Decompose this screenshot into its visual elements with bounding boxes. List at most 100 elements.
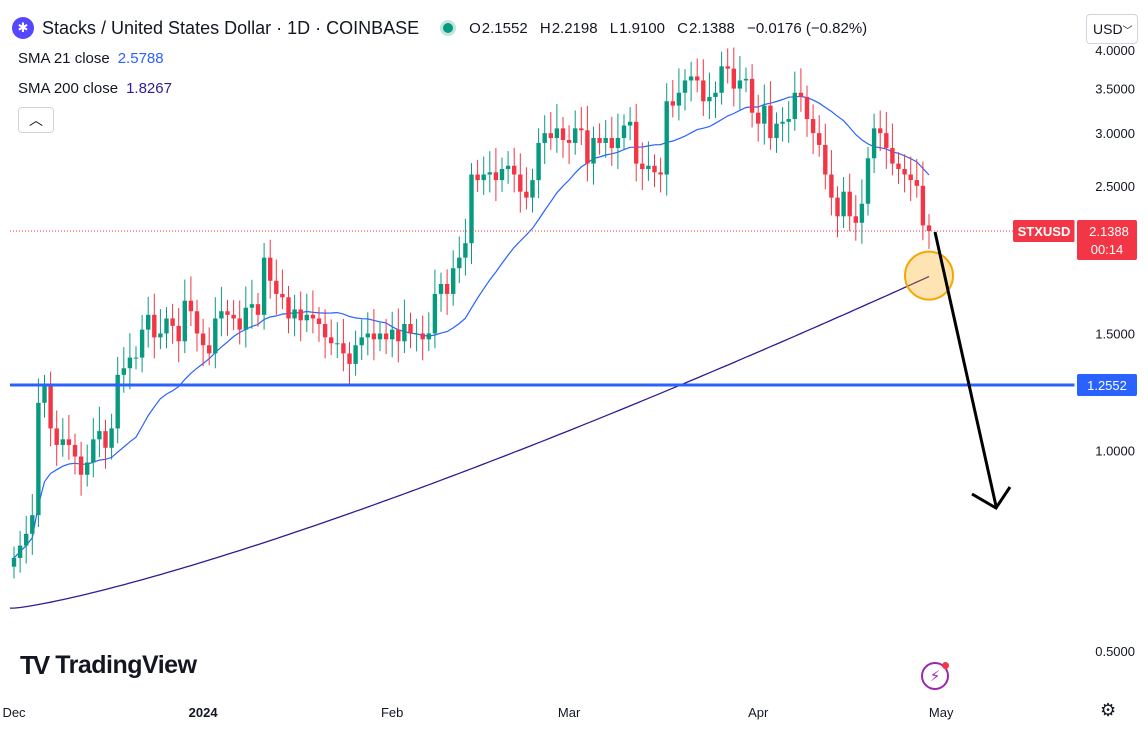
candle-body xyxy=(371,333,377,340)
candle-body xyxy=(268,257,273,281)
trend-arrow-head xyxy=(971,486,1012,511)
candle-body xyxy=(390,329,395,340)
chevron-up-icon: ︿ xyxy=(29,112,43,128)
candle-body xyxy=(24,533,29,546)
y-tick-label: 1.5000 xyxy=(1095,326,1135,341)
candle-body xyxy=(243,307,248,330)
candle-body xyxy=(566,139,572,143)
candle-body xyxy=(573,128,578,143)
candle-body xyxy=(518,174,523,192)
candle-body xyxy=(182,300,187,342)
candle-body xyxy=(463,243,468,258)
candle-body xyxy=(719,66,724,93)
sma200-legend[interactable]: SMA 200 close 1.8267 xyxy=(18,80,172,97)
candle-body xyxy=(396,329,401,342)
stacks-logo-icon: ✱ xyxy=(12,17,34,39)
candle-body xyxy=(249,304,255,308)
x-tick-label: Apr xyxy=(748,705,769,720)
notification-dot xyxy=(942,662,949,669)
candle-body xyxy=(322,324,328,338)
candle-body xyxy=(451,268,456,294)
candle-body xyxy=(835,197,840,217)
candle-body xyxy=(731,68,736,89)
candle-body xyxy=(292,309,297,319)
candle-body xyxy=(231,314,236,319)
candle-body xyxy=(219,311,224,319)
candle-body xyxy=(420,333,425,340)
candle-body xyxy=(341,343,346,354)
x-tick-label: May xyxy=(929,705,954,720)
candle-body xyxy=(853,216,858,223)
candle-body xyxy=(896,163,901,169)
sma21-line xyxy=(13,95,930,559)
candle-body xyxy=(30,515,35,534)
sma21-legend[interactable]: SMA 21 close 2.5788 xyxy=(18,50,164,67)
candle-body xyxy=(884,133,889,148)
candle-body xyxy=(255,304,261,315)
lightning-icon[interactable]: ⚡ xyxy=(921,662,949,690)
candle-body xyxy=(524,191,529,198)
candle-body xyxy=(335,343,340,345)
symbol-title[interactable]: Stacks / United States Dollar · 1D · COI… xyxy=(42,17,420,38)
currency-selector[interactable]: USD ﹀ xyxy=(1086,14,1138,44)
candle-body xyxy=(688,76,694,81)
candle-body xyxy=(146,314,151,330)
y-tick-label: 1.0000 xyxy=(1095,444,1135,459)
candle-body xyxy=(902,168,907,175)
ohlc-values: O2.1552 H2.2198 L1.9100 C2.1388 −0.0176 … xyxy=(469,19,868,37)
candle-body xyxy=(774,123,779,139)
trend-arrow-shaft xyxy=(933,231,998,507)
settings-gear-icon[interactable]: ⚙ xyxy=(1100,700,1117,720)
candle-body xyxy=(737,80,743,89)
candle-body xyxy=(402,324,407,342)
candle-body xyxy=(481,174,486,181)
candle-body xyxy=(505,165,511,169)
candle-body xyxy=(194,311,200,334)
candle-body xyxy=(701,80,706,102)
candle-body xyxy=(475,174,480,181)
candle-body xyxy=(878,128,883,134)
candle-body xyxy=(914,180,919,186)
candle-body xyxy=(756,112,761,124)
candle-body xyxy=(707,96,712,102)
candle-body xyxy=(676,92,682,106)
candle-body xyxy=(42,386,47,403)
candle-body xyxy=(188,300,194,312)
candle-body xyxy=(54,428,59,445)
candle-body xyxy=(871,128,877,159)
tradingview-logo: TV TradingView xyxy=(20,650,197,680)
candle-body xyxy=(91,439,96,463)
candle-body xyxy=(11,557,17,567)
candle-body xyxy=(139,329,145,358)
candle-body xyxy=(97,431,102,440)
candle-body xyxy=(408,324,413,334)
support-price-tag xyxy=(1077,373,1137,396)
symbol-tag xyxy=(1013,219,1075,242)
candle-body xyxy=(164,318,169,334)
last-price-label: 2.1388 xyxy=(1089,224,1129,239)
candle-body xyxy=(597,138,602,143)
candle-body xyxy=(585,130,590,164)
candle-body xyxy=(347,353,352,364)
candle-body xyxy=(780,121,785,124)
candle-body xyxy=(908,174,913,181)
candle-body xyxy=(749,78,755,113)
candle-body xyxy=(78,456,84,475)
candle-body xyxy=(493,172,499,181)
y-tick-label: 3.5000 xyxy=(1095,82,1135,97)
candle-body xyxy=(804,96,810,120)
candle-body xyxy=(768,105,773,139)
candle-body xyxy=(414,333,419,335)
candle-body xyxy=(542,133,547,143)
candle-body xyxy=(274,280,279,294)
candle-body xyxy=(670,101,675,106)
candle-body xyxy=(359,337,364,346)
candle-body xyxy=(127,357,133,369)
collapse-legend-button[interactable]: ︿ xyxy=(18,107,54,133)
candle-body xyxy=(213,318,218,354)
candle-body xyxy=(444,284,450,294)
candle-body xyxy=(261,257,267,315)
candle-body xyxy=(786,119,791,122)
candle-body xyxy=(383,333,389,340)
